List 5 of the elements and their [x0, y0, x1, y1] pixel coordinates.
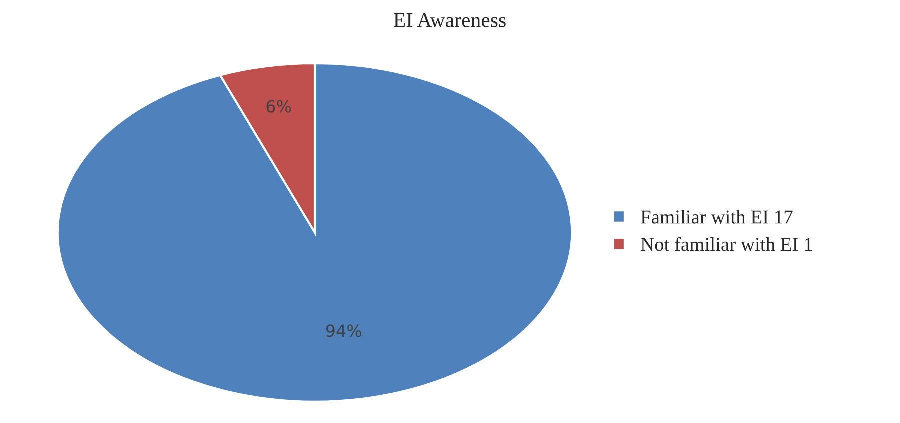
legend-label: Familiar with EI 17	[641, 210, 793, 224]
legend-label: Not familiar with EI 1	[641, 237, 812, 252]
data-label: 6%	[266, 100, 292, 113]
chart-title: EI Awareness	[394, 13, 506, 28]
data-label: 94%	[326, 324, 362, 338]
